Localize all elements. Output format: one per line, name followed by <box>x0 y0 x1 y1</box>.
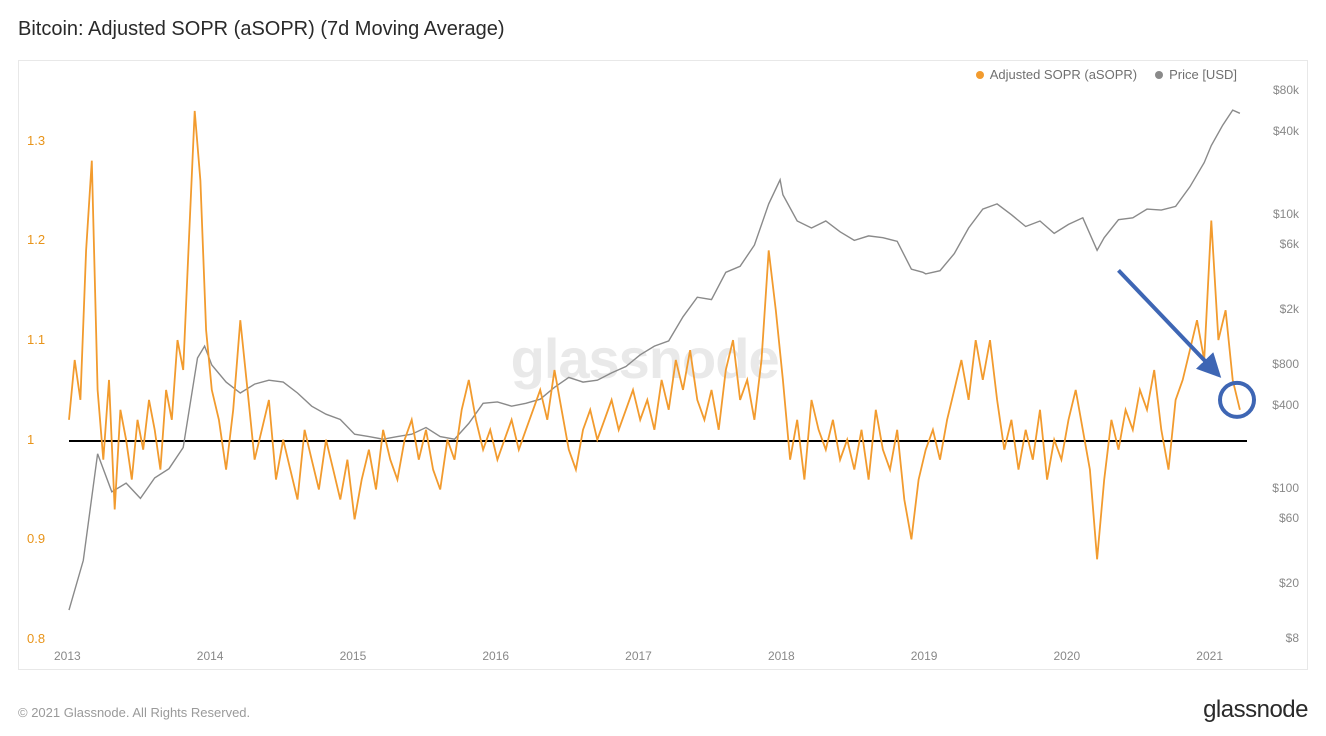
copyright: © 2021 Glassnode. All Rights Reserved. <box>18 705 250 720</box>
chart-title: Bitcoin: Adjusted SOPR (aSOPR) (7d Movin… <box>0 0 1326 41</box>
y-left-tick: 0.8 <box>27 631 45 646</box>
x-tick: 2020 <box>1054 649 1081 663</box>
sopr-line <box>69 111 1240 559</box>
y-left-tick: 1.3 <box>27 133 45 148</box>
x-tick: 2021 <box>1196 649 1223 663</box>
y-right-tick: $100 <box>1272 481 1299 495</box>
plot-area: glassnode <box>69 91 1247 639</box>
y-right-tick: $20 <box>1279 576 1299 590</box>
x-tick: 2013 <box>54 649 81 663</box>
y-left-tick: 0.9 <box>27 531 45 546</box>
y-right-tick: $60 <box>1279 511 1299 525</box>
y-right-tick: $800 <box>1272 357 1299 371</box>
x-tick: 2019 <box>911 649 938 663</box>
y-right-tick: $6k <box>1280 237 1299 251</box>
y-left-tick: 1.1 <box>27 332 45 347</box>
legend-dot-price <box>1155 71 1163 79</box>
y-right-tick: $10k <box>1273 207 1299 221</box>
y-left-tick: 1.2 <box>27 232 45 247</box>
x-tick: 2017 <box>625 649 652 663</box>
footer: © 2021 Glassnode. All Rights Reserved. g… <box>18 696 1308 724</box>
legend-item-sopr: Adjusted SOPR (aSOPR) <box>976 67 1137 82</box>
y-right-tick: $400 <box>1272 398 1299 412</box>
legend-label-sopr: Adjusted SOPR (aSOPR) <box>990 67 1137 82</box>
legend: Adjusted SOPR (aSOPR) Price [USD] <box>976 67 1237 82</box>
x-tick: 2014 <box>197 649 224 663</box>
y-left-tick: 1 <box>27 432 34 447</box>
y-right-tick: $80k <box>1273 83 1299 97</box>
x-tick: 2015 <box>340 649 367 663</box>
chart-svg <box>69 91 1247 639</box>
y-right-tick: $8 <box>1286 631 1299 645</box>
legend-item-price: Price [USD] <box>1155 67 1237 82</box>
y-right-tick: $2k <box>1280 302 1299 316</box>
annotation-arrow <box>1118 270 1218 375</box>
x-tick: 2016 <box>482 649 509 663</box>
legend-label-price: Price [USD] <box>1169 67 1237 82</box>
legend-dot-sopr <box>976 71 984 79</box>
chart-container: Adjusted SOPR (aSOPR) Price [USD] glassn… <box>18 60 1308 670</box>
x-tick: 2018 <box>768 649 795 663</box>
brand-logo: glassnode <box>1203 696 1308 724</box>
y-right-tick: $40k <box>1273 124 1299 138</box>
